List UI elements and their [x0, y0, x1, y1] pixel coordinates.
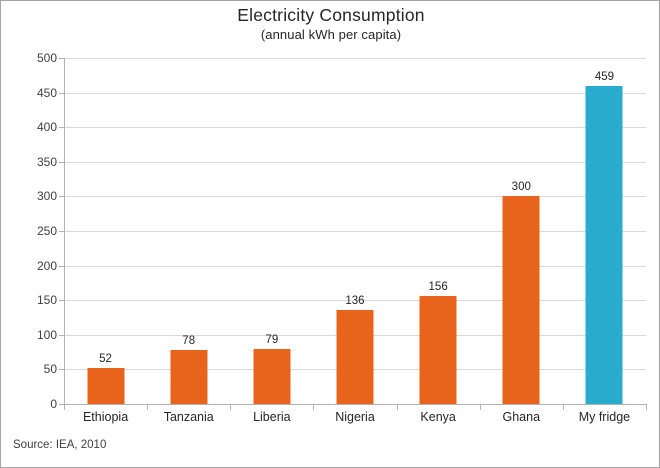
bar-group: 79: [230, 58, 313, 404]
gridline: [64, 127, 646, 129]
bar-value-label: 156: [428, 281, 448, 294]
x-axis-tick-label: Ghana: [502, 410, 541, 424]
y-axis-tick-mark: [59, 196, 64, 198]
x-axis-tick-mark: [64, 404, 65, 410]
gridline: [64, 231, 646, 232]
bar[interactable]: [585, 86, 623, 404]
bar-group: 78: [147, 58, 230, 404]
gridline: [64, 58, 646, 59]
x-axis: Ethiopia Tanzania Liberia Nigeria Kenya Ghana…: [64, 410, 646, 432]
bar[interactable]: [419, 296, 457, 404]
x-axis-tick-label: Nigeria: [335, 410, 375, 424]
y-axis-tick-mark: [59, 231, 64, 232]
y-axis-tick-mark: [59, 92, 64, 94]
y-axis: 500 450 400 350 300 250 200 150 100 50 0: [1, 1, 57, 467]
chart-title-block: Electricity Consumption (annual kWh per …: [1, 5, 659, 43]
x-axis-tick-label: Liberia: [253, 410, 291, 424]
bar-value-label: 459: [594, 71, 614, 84]
gridline: [64, 196, 646, 198]
x-axis-tick-mark: [313, 404, 315, 410]
y-axis-tick-label: 450: [36, 85, 57, 100]
y-axis-line: [64, 58, 65, 405]
bar[interactable]: [253, 349, 291, 404]
y-axis-tick-mark: [59, 127, 64, 129]
y-axis-tick-mark: [59, 300, 64, 302]
x-axis-tick-label: Kenya: [420, 410, 456, 424]
x-axis-tick-mark: [147, 404, 149, 410]
bar-group: 300: [480, 58, 563, 404]
bar-value-label: 52: [99, 353, 112, 366]
y-axis-tick-mark: [59, 334, 64, 336]
x-axis-tick-mark: [646, 404, 647, 410]
bar[interactable]: [170, 350, 208, 404]
bars-layer: 52 78 79 136 156 300 459: [64, 58, 646, 404]
y-axis-tick-mark: [59, 58, 64, 59]
y-axis-tick-mark: [59, 161, 64, 163]
gridline: [64, 300, 646, 302]
chart-subtitle: (annual kWh per capita): [260, 27, 402, 42]
y-axis-tick-label: 100: [36, 327, 57, 342]
x-axis-tick-mark: [562, 404, 564, 410]
x-axis-tick-label: My fridge: [578, 410, 631, 424]
y-axis-tick-label: 0: [50, 397, 57, 411]
bar-value-label: 136: [345, 294, 365, 307]
y-axis-tick-label: 150: [36, 293, 57, 308]
y-axis-tick-mark: [59, 265, 64, 267]
bar-value-label: 300: [511, 181, 531, 194]
bar-value-label: 79: [265, 334, 279, 347]
y-axis-tick-label: 350: [36, 154, 57, 169]
gridline: [64, 265, 646, 267]
bar-group: 459: [563, 58, 646, 404]
y-axis-tick-label: 400: [36, 120, 57, 135]
source-note: Source: IEA, 2010: [13, 439, 107, 451]
bar[interactable]: [502, 196, 540, 404]
y-axis-tick-label: 250: [36, 224, 57, 238]
bar-value-label: 78: [182, 335, 196, 348]
x-axis-tick-label: Tanzania: [163, 410, 214, 424]
y-axis-tick-label: 200: [36, 258, 57, 273]
y-axis-tick-mark: [59, 369, 64, 371]
bar-group: 52: [64, 58, 147, 404]
x-axis-tick-mark: [396, 404, 398, 410]
x-axis-line: [64, 404, 646, 405]
y-axis-tick-label: 50: [43, 362, 57, 377]
gridline: [64, 92, 646, 94]
bar[interactable]: [336, 309, 374, 404]
bar-group: 156: [397, 58, 480, 404]
page-title: Electricity Consumption: [237, 5, 425, 25]
y-axis-tick-mark: [59, 404, 64, 405]
gridline: [64, 161, 646, 163]
bar-group: 136: [313, 58, 396, 404]
y-axis-tick-label: 500: [36, 51, 57, 65]
y-axis-tick-label: 300: [36, 189, 57, 204]
x-axis-tick-label: Ethiopia: [82, 410, 129, 424]
x-axis-tick-mark: [230, 404, 232, 410]
x-axis-tick-mark: [479, 404, 481, 410]
bar[interactable]: [87, 368, 125, 404]
